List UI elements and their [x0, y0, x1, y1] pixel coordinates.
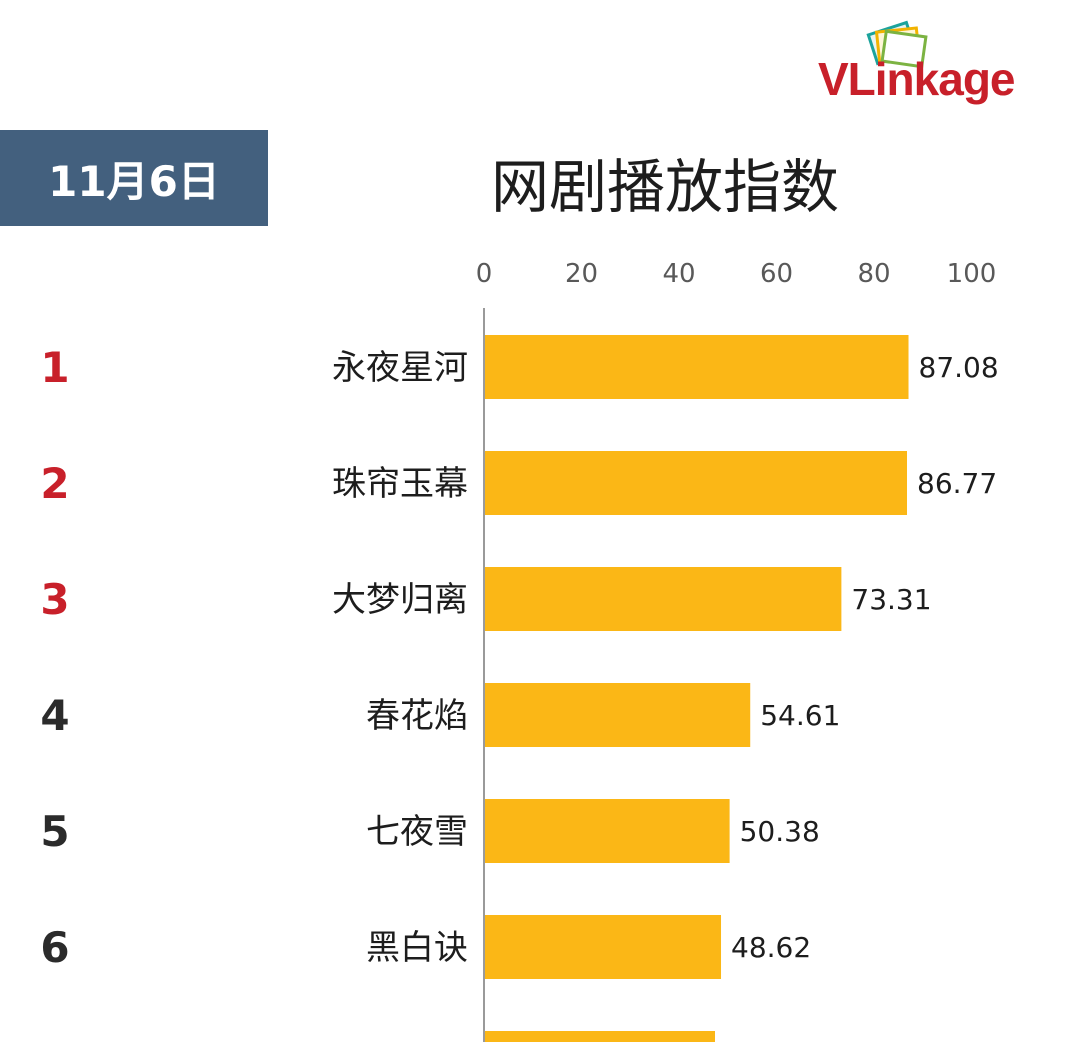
bar — [485, 451, 908, 515]
x-tick-label: 100 — [947, 259, 997, 289]
value-label: 48.62 — [731, 931, 811, 964]
vlinkage-logo: VLinkage — [814, 14, 1064, 109]
value-label: 54.61 — [760, 699, 840, 732]
x-tick-label: 0 — [476, 259, 493, 289]
category-label: 大梦归离 — [332, 580, 468, 620]
bar — [485, 915, 722, 979]
rank-number: 4 — [40, 691, 69, 740]
date-badge: 11月6日 — [0, 130, 268, 226]
bar — [485, 567, 842, 631]
category-label: 七夜雪 — [366, 812, 468, 852]
rank-number: 1 — [40, 343, 69, 392]
value-label: 86.77 — [917, 467, 997, 500]
value-label: 87.08 — [919, 351, 999, 384]
value-label: 50.38 — [740, 815, 820, 848]
rank-number: 3 — [40, 575, 69, 624]
category-label: 春花焰 — [366, 696, 468, 736]
category-label: 黑白诀 — [366, 928, 468, 968]
category-label: 永夜星河 — [332, 348, 468, 388]
x-tick-label: 40 — [662, 259, 695, 289]
bar-partial — [485, 1031, 715, 1042]
chart-title: 网剧播放指数 — [490, 153, 839, 221]
category-label: 珠帘玉幕 — [332, 464, 468, 504]
logo-text: VLinkage — [818, 53, 1016, 105]
value-label: 73.31 — [851, 583, 931, 616]
x-tick-label: 20 — [565, 259, 598, 289]
x-tick-label: 60 — [760, 259, 793, 289]
rank-number: 6 — [40, 923, 69, 972]
bar — [485, 335, 909, 399]
bar — [485, 683, 751, 747]
x-tick-label: 80 — [857, 259, 890, 289]
rank-number: 5 — [40, 807, 69, 856]
bar — [485, 799, 730, 863]
rank-number: 2 — [40, 459, 69, 508]
logo-cards-icon — [866, 20, 928, 69]
